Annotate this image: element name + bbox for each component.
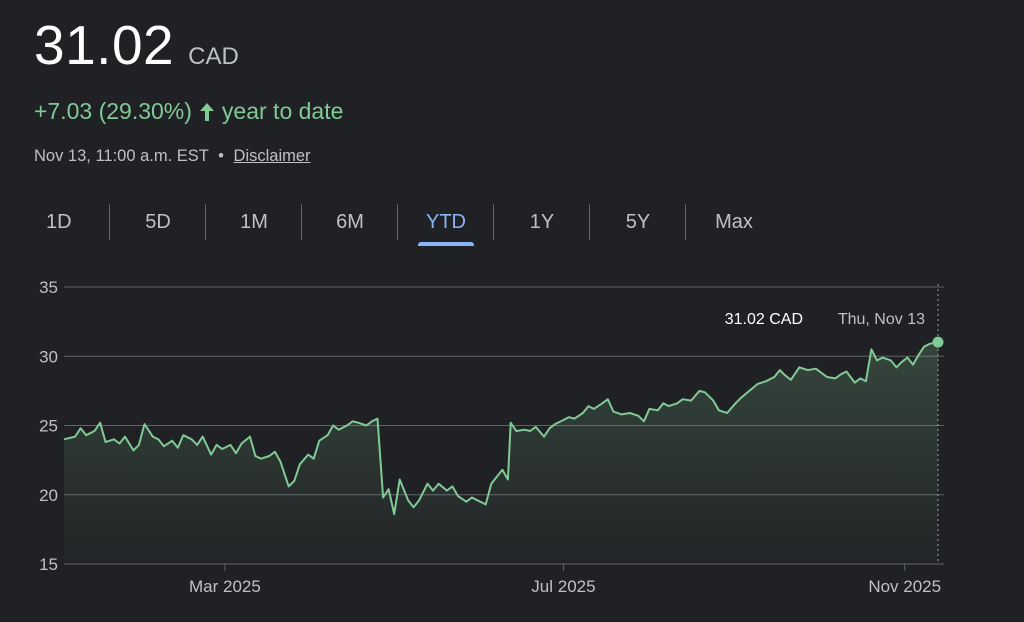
tooltip-price: 31.02 CAD: [725, 311, 803, 328]
axis-layer: 15 20 25 30 35 Mar 2025 Jul 2025 Nov 2025: [39, 278, 941, 596]
price-row: 31.02 CAD: [34, 18, 239, 73]
x-tick-label: Mar 2025: [189, 577, 261, 596]
timestamp-row: Nov 13, 11:00 a.m. EST • Disclaimer: [34, 147, 311, 166]
period-label: year to date: [221, 98, 344, 124]
series-area: [64, 342, 938, 564]
tab-label: 1M: [240, 210, 268, 233]
tooltip-layer: 31.02 CAD Thu, Nov 13: [725, 311, 925, 328]
currency-label: CAD: [188, 43, 239, 70]
series-line: [63, 341, 939, 516]
tab-6m[interactable]: 6M: [302, 198, 398, 246]
current-price: 31.02: [34, 14, 175, 76]
tab-divider: [493, 204, 494, 240]
series-layer: [63, 284, 944, 564]
price-chart[interactable]: 15 20 25 30 35 Mar 2025 Jul 2025 Nov 2025 31.02…: [0, 262, 1024, 622]
tab-1y[interactable]: 1Y: [494, 198, 590, 246]
tooltip-date: Thu, Nov 13: [838, 311, 925, 328]
tab-label: 5D: [145, 210, 171, 233]
tab-label: YTD: [426, 210, 466, 233]
tab-divider: [205, 204, 206, 240]
tab-5d[interactable]: 5D: [110, 198, 206, 246]
tab-divider: [685, 204, 686, 240]
y-tick-label: 15: [39, 555, 58, 574]
tab-5y[interactable]: 5Y: [590, 198, 686, 246]
y-tick-label: 20: [39, 486, 58, 505]
disclaimer-link[interactable]: Disclaimer: [233, 147, 311, 165]
tab-ytd[interactable]: YTD: [398, 198, 494, 246]
tab-max[interactable]: Max: [686, 198, 782, 246]
tab-divider: [589, 204, 590, 240]
tab-label: 5Y: [625, 210, 651, 233]
x-tick-label: Jul 2025: [531, 577, 595, 596]
tab-label: 6M: [336, 210, 364, 233]
tab-1m[interactable]: 1M: [206, 198, 302, 246]
tab-divider: [397, 204, 398, 240]
tab-label: 1D: [46, 210, 72, 233]
range-tabs: 1D 5D 1M 6M YTD 1Y 5Y Max: [14, 198, 782, 246]
active-tab-indicator: [418, 242, 474, 246]
tab-divider: [109, 204, 110, 240]
separator-dot: •: [218, 147, 224, 165]
price-change: +7.03 (29.30%): [34, 98, 192, 124]
change-row: +7.03 (29.30%) year to date: [34, 98, 343, 125]
y-tick-label: 25: [39, 417, 58, 436]
x-tick-label: Nov 2025: [868, 577, 941, 596]
current-point-marker: [932, 336, 944, 348]
tab-divider: [301, 204, 302, 240]
tab-1d[interactable]: 1D: [14, 198, 110, 246]
y-tick-label: 35: [39, 278, 58, 297]
y-tick-label: 30: [39, 347, 58, 366]
tab-label: 1Y: [529, 210, 555, 233]
up-arrow-icon: [198, 101, 216, 123]
timestamp: Nov 13, 11:00 a.m. EST: [34, 147, 209, 165]
tab-label: Max: [715, 210, 753, 233]
